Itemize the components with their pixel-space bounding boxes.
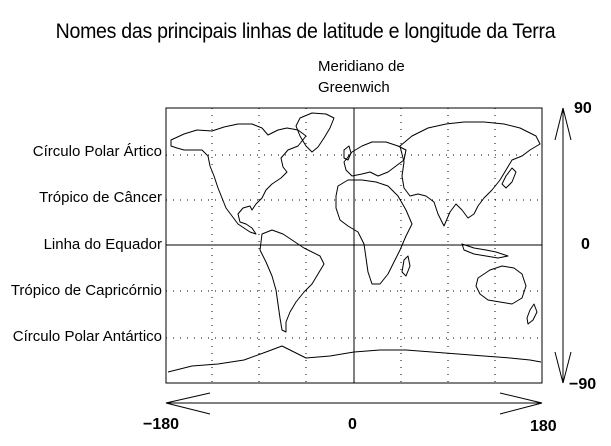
japan-outline [501,167,517,189]
south-america-outline [259,229,325,333]
lon-tick-minus-180: −180 [143,416,180,433]
meridian-label-line1: Meridiano de [318,58,405,75]
lon-tick-180: 180 [530,418,557,435]
latitude-arrow [554,107,572,384]
label-antarctic-circle: Círculo Polar Antártico [12,328,162,345]
label-arctic-circle: Círculo Polar Ártico [32,143,162,160]
greenland-outline [295,112,335,153]
australia-outline [475,265,527,305]
coastlines [167,112,542,373]
greenwich-meridian-label: Meridiano de Greenwich [318,56,405,98]
longitude-arrow [165,392,543,415]
label-equator: Linha do Equador [43,236,162,253]
new-zealand-outline [526,303,538,325]
map-title: Nomes das principais linhas de latitude … [55,20,556,43]
indonesia-outline [461,243,509,259]
lon-tick-0: 0 [348,416,357,433]
lat-tick-90: 90 [574,100,592,117]
north-america-outline [170,123,307,235]
europe-outline [343,141,407,177]
antarctica-outline [167,345,542,373]
label-tropic-of-cancer: Trópico de Câncer [39,189,162,206]
lat-tick-0: 0 [581,236,590,253]
meridian-label-line2: Greenwich [318,79,390,96]
africa-outline [335,179,413,285]
lat-tick-minus-90: −90 [569,376,597,393]
madagascar-outline [401,255,411,277]
label-tropic-of-capricorn: Trópico de Capricórnio [10,282,162,299]
british-isles-outline [343,145,352,161]
asia-outline [399,121,541,227]
